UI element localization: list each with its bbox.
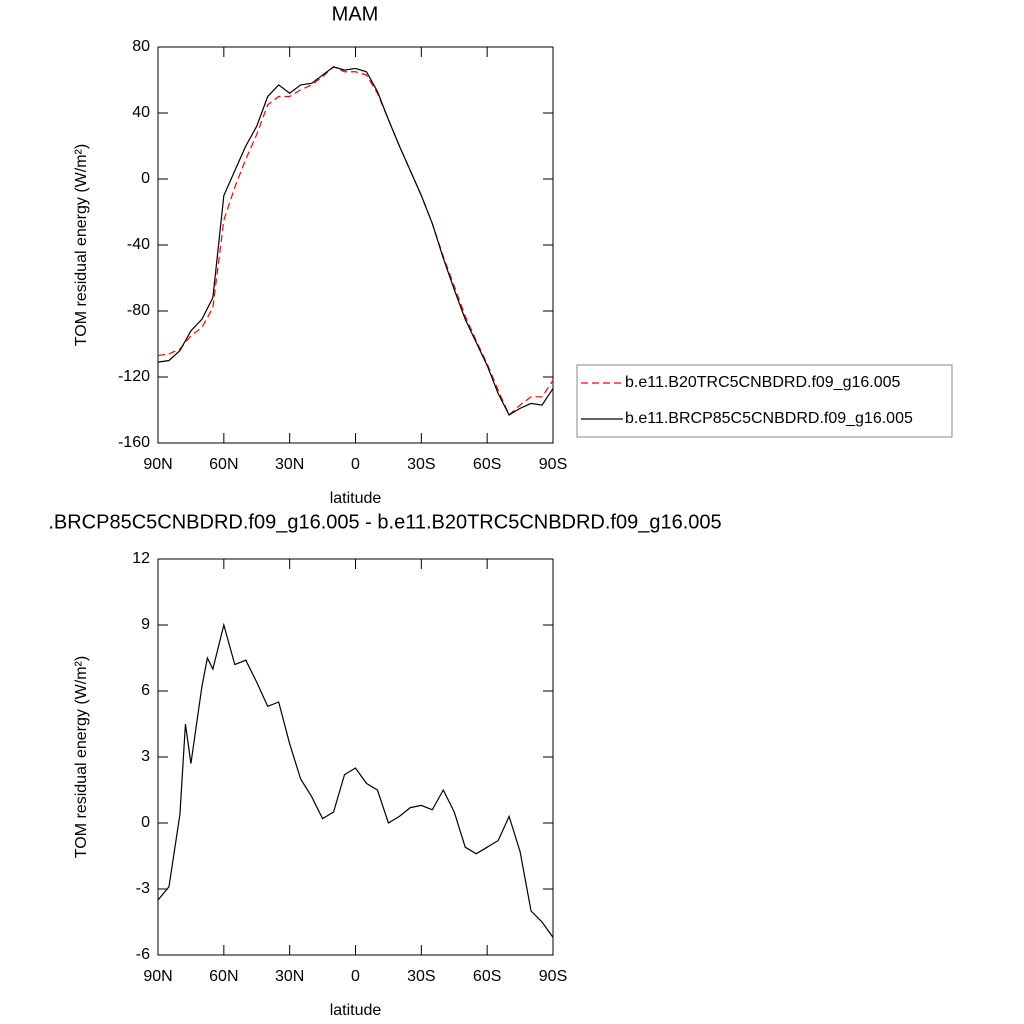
y-tick-label: -3 <box>136 880 150 897</box>
x-tick-label: 30N <box>275 456 304 473</box>
y-axis-label: TOM residual energy (W/m²) <box>73 656 90 858</box>
y-tick-label: 0 <box>141 814 150 831</box>
x-tick-label: 60S <box>473 968 501 985</box>
y-tick-label: 6 <box>141 682 150 699</box>
data-line <box>157 66 554 416</box>
x-tick-label: 60N <box>209 456 238 473</box>
x-axis-label: latitude <box>330 490 382 507</box>
x-axis-label: latitude <box>330 1002 382 1019</box>
y-tick-label: 3 <box>141 748 150 765</box>
x-tick-label: 90N <box>143 456 172 473</box>
chart-title: .BRCP85C5CNBDRD.f09_g16.005 - b.e11.B20T… <box>48 511 721 533</box>
y-tick-label: 12 <box>132 550 150 567</box>
x-tick-label: 0 <box>351 456 360 473</box>
x-tick-label: 90S <box>539 968 567 985</box>
y-axis-label: TOM residual energy (W/m²) <box>73 144 90 346</box>
y-tick-label: -40 <box>127 236 150 253</box>
y-tick-label: 0 <box>141 170 150 187</box>
legend-label: b.e11.BRCP85C5CNBDRD.f09_g16.005 <box>625 410 913 427</box>
y-tick-label: -120 <box>118 368 150 385</box>
x-tick-label: 0 <box>351 968 360 985</box>
legend-box <box>576 364 953 438</box>
y-tick-label: 80 <box>132 38 150 55</box>
x-tick-label: 90N <box>143 968 172 985</box>
plot-frame <box>157 558 554 956</box>
x-tick-label: 60N <box>209 968 238 985</box>
data-line <box>157 622 554 938</box>
y-tick-label: 9 <box>141 616 150 633</box>
y-tick-label: -80 <box>127 302 150 319</box>
y-tick-label: 40 <box>132 104 150 121</box>
x-tick-label: 30S <box>407 968 435 985</box>
legend-label: b.e11.B20TRC5CNBDRD.f09_g16.005 <box>625 374 901 391</box>
x-tick-label: 30S <box>407 456 435 473</box>
x-tick-label: 60S <box>473 456 501 473</box>
y-tick-label: -6 <box>136 946 150 963</box>
y-tick-label: -160 <box>118 434 150 451</box>
chart-title: MAM <box>332 3 379 25</box>
data-line <box>157 66 554 416</box>
x-tick-label: 90S <box>539 456 567 473</box>
x-tick-label: 30N <box>275 968 304 985</box>
